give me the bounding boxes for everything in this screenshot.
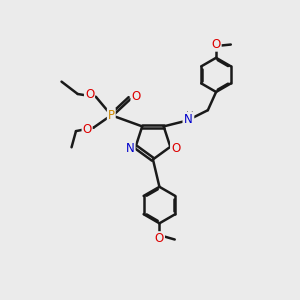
- Text: P: P: [108, 109, 115, 122]
- Text: O: O: [212, 38, 221, 51]
- Text: H: H: [186, 111, 194, 122]
- Text: O: O: [82, 123, 92, 136]
- Text: N: N: [183, 113, 192, 126]
- Text: N: N: [126, 142, 135, 155]
- Text: O: O: [171, 142, 180, 155]
- Text: O: O: [131, 91, 141, 103]
- Text: O: O: [155, 232, 164, 245]
- Text: O: O: [85, 88, 94, 101]
